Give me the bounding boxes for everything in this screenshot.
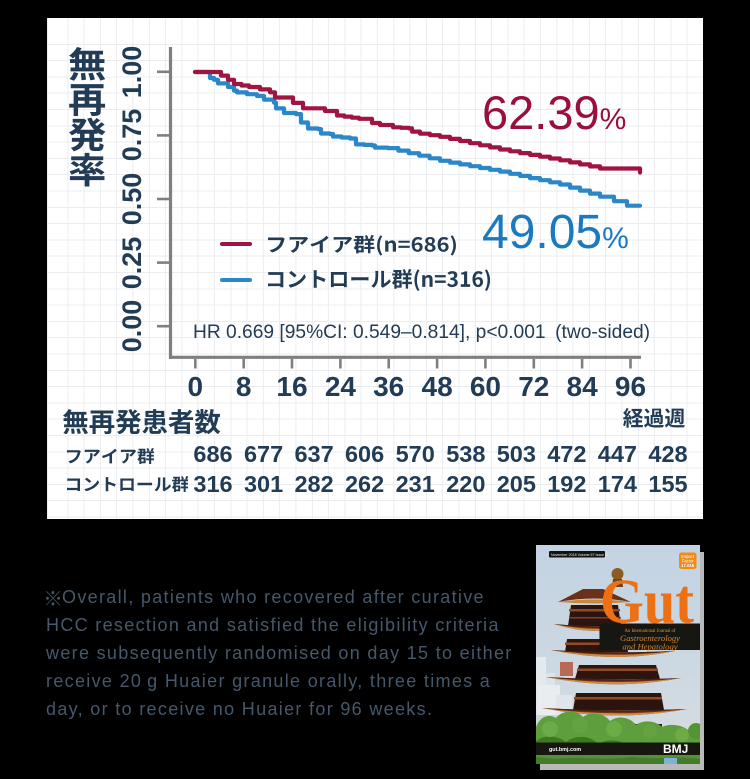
svg-text:Impact: Impact <box>681 554 695 559</box>
svg-text:gut.bmj.com: gut.bmj.com <box>549 747 581 753</box>
svg-text:and Hepatology: and Hepatology <box>622 642 677 652</box>
svg-text:November 2018 Volume 67 Issue: November 2018 Volume 67 Issue 11 <box>551 553 609 557</box>
svg-text:BMJ: BMJ <box>663 742 688 756</box>
svg-text:Factor: Factor <box>682 559 695 564</box>
svg-text:Gastroenterology: Gastroenterology <box>620 633 680 643</box>
svg-text:17.016: 17.016 <box>681 563 695 568</box>
svg-text:An International Journal of: An International Journal of <box>625 629 676 634</box>
